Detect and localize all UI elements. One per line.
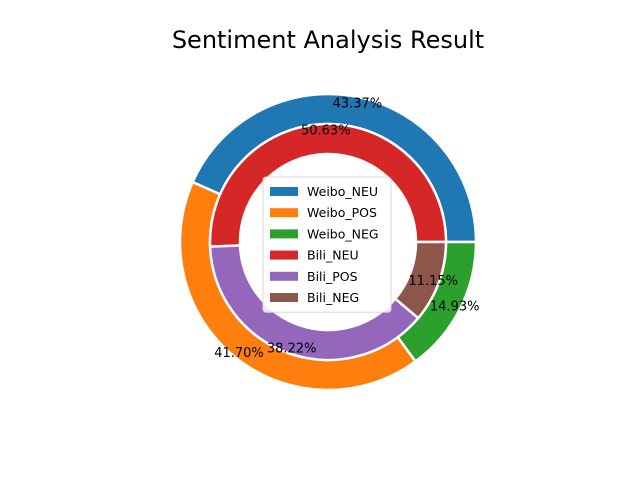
legend-label-bili-neg: Bili_NEG xyxy=(307,290,359,305)
legend-label-weibo-pos: Weibo_POS xyxy=(307,205,377,220)
legend-swatch-bili-neg xyxy=(270,293,298,302)
slice-bili-neg xyxy=(394,240,448,320)
legend-swatch-weibo-neg xyxy=(270,229,298,239)
legend-label-weibo-neu: Weibo_NEU xyxy=(307,184,378,199)
legend: Weibo_NEU Weibo_POS Weibo_NEG Bili_NEU Bili_… xyxy=(262,176,392,313)
legend-swatch-bili-pos xyxy=(270,271,298,281)
inner-ring xyxy=(208,122,448,362)
legend-label-weibo-neg: Weibo_NEG xyxy=(307,226,379,241)
pct-label-bili-pos: 38.22% xyxy=(267,341,317,356)
legend-swatch-bili-neu xyxy=(270,250,298,260)
percentage-labels: 43.37% 41.70% 14.93% 50.63% 38.22% 11.15% xyxy=(214,97,479,362)
outer-ring xyxy=(178,92,478,392)
pct-label-weibo-neg: 14.93% xyxy=(430,300,480,315)
chart-title: Sentiment Analysis Result xyxy=(172,26,484,54)
pct-label-bili-neg: 11.15% xyxy=(408,274,458,289)
legend-swatch-weibo-neu xyxy=(270,187,298,196)
legend-label-bili-neu: Bili_NEU xyxy=(307,248,359,263)
legend-swatch-weibo-pos xyxy=(270,208,298,218)
slice-bili-neu xyxy=(208,122,448,248)
pct-label-bili-neu: 50.63% xyxy=(301,124,351,139)
pct-label-weibo-neu: 43.37% xyxy=(333,97,383,112)
pct-label-weibo-pos: 41.70% xyxy=(214,346,264,361)
legend-label-bili-pos: Bili_POS xyxy=(307,269,358,284)
